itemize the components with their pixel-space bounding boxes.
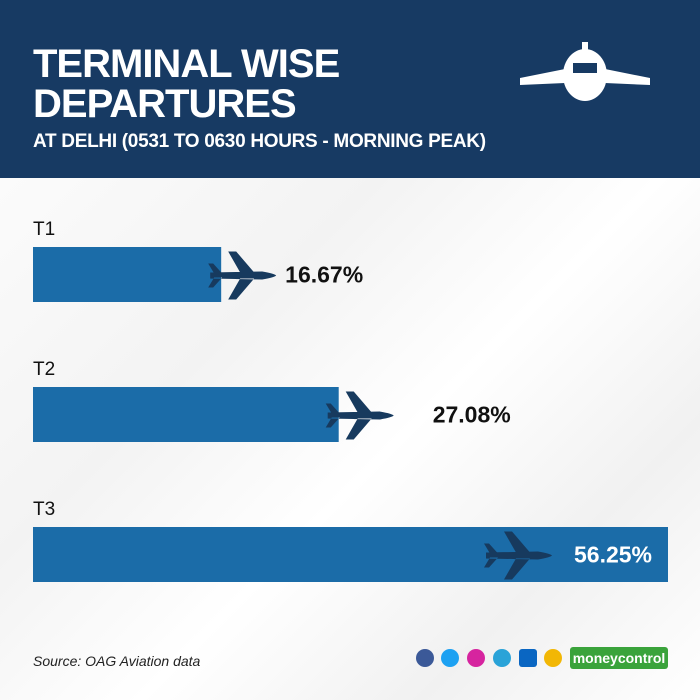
category-label: T3 — [33, 499, 55, 520]
category-label: T2 — [33, 359, 55, 380]
value-label: 56.25% — [574, 542, 652, 568]
bar — [33, 387, 339, 442]
value-label: 16.67% — [285, 262, 363, 288]
bar — [33, 247, 222, 302]
plane-icon — [208, 251, 277, 300]
source-note: Source: OAG Aviation data — [33, 653, 201, 669]
chart-subtitle: AT DELHI (0531 TO 0630 HOURS - MORNING P… — [33, 131, 486, 152]
social-icons — [416, 649, 562, 667]
header-plane-icon — [520, 42, 650, 101]
category-label: T1 — [33, 219, 55, 240]
plane-shape — [325, 391, 394, 440]
plane-shape — [484, 531, 552, 580]
plane-icon — [325, 391, 394, 440]
chart-title: TERMINAL WISE DEPARTURES — [33, 42, 340, 126]
plane-shape — [208, 251, 277, 300]
plane-icon — [484, 531, 552, 580]
bar — [33, 527, 668, 582]
brand-logo: moneycontrol — [570, 647, 668, 669]
value-label: 27.08% — [433, 402, 511, 428]
